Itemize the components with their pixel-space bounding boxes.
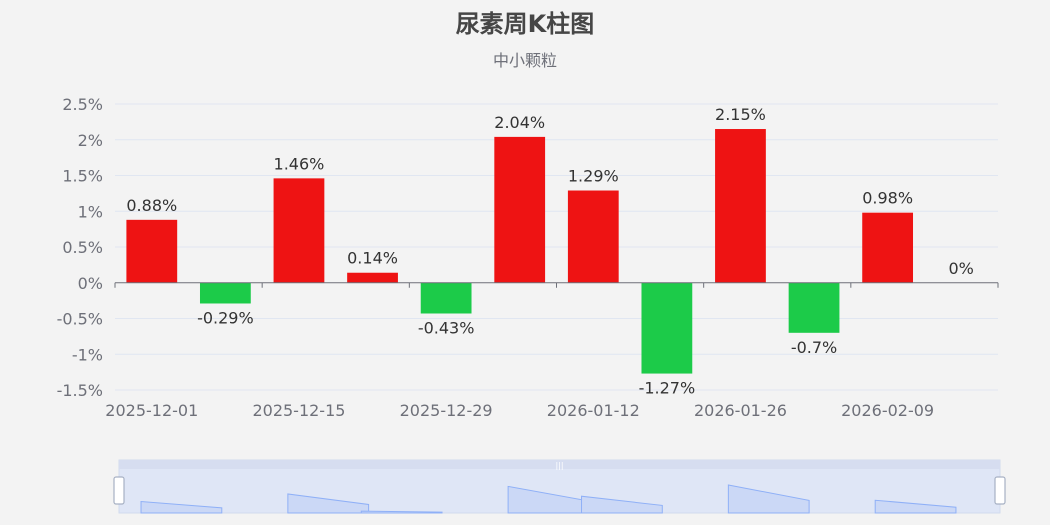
chart-title: 尿素周K柱图	[455, 10, 595, 38]
y-tick-label: 2%	[78, 131, 103, 150]
data-label: 0.88%	[126, 196, 177, 215]
datazoom-left-handle[interactable]	[113, 476, 125, 505]
bar[interactable]	[199, 282, 251, 304]
y-tick-label: 2.5%	[62, 95, 103, 114]
data-label: -0.29%	[197, 308, 254, 327]
bar[interactable]	[273, 178, 325, 283]
datazoom-top-bar[interactable]	[119, 460, 1000, 469]
datazoom-series-shape	[360, 510, 443, 514]
bar[interactable]	[347, 272, 398, 283]
bar[interactable]	[862, 212, 914, 283]
x-tick-label: 2026-01-26	[694, 401, 787, 420]
bar[interactable]	[567, 190, 619, 283]
data-label: 2.15%	[715, 105, 766, 124]
y-tick-label: -1%	[72, 345, 103, 364]
data-label: 0.98%	[862, 189, 913, 208]
datazoom-series-shape	[581, 495, 663, 514]
data-label: 1.46%	[274, 154, 325, 173]
data-label: 0%	[949, 259, 974, 278]
bar[interactable]	[126, 219, 178, 283]
data-label: -0.43%	[418, 318, 475, 337]
y-tick-label: -1.5%	[57, 381, 103, 400]
y-tick-label: 0%	[78, 274, 103, 293]
data-label: 2.04%	[494, 113, 545, 132]
drag-grip-icon[interactable]: |||	[555, 461, 563, 470]
datazoom-series-shape	[287, 493, 370, 514]
bar[interactable]	[494, 136, 546, 283]
x-tick-label: 2026-01-12	[547, 401, 640, 420]
bar[interactable]	[420, 282, 472, 314]
x-tick-label: 2025-12-15	[252, 401, 345, 420]
data-label: 1.29%	[568, 167, 619, 186]
data-label: -1.27%	[639, 379, 696, 398]
bar[interactable]	[788, 282, 840, 333]
x-tick-label: 2025-12-29	[400, 401, 493, 420]
y-tick-label: 1%	[78, 202, 103, 221]
x-tick-label: 2026-02-09	[841, 401, 934, 420]
chart-subtitle: 中小颗粒	[492, 51, 557, 70]
data-label: 0.14%	[347, 249, 398, 268]
bar[interactable]	[641, 282, 693, 374]
y-tick-label: 0.5%	[62, 238, 103, 257]
datazoom-series-shape	[140, 500, 223, 514]
bar[interactable]	[715, 129, 766, 283]
x-tick-label: 2025-12-01	[105, 401, 198, 420]
datazoom-series-shape	[727, 484, 810, 514]
data-label: -0.7%	[791, 338, 837, 357]
y-tick-label: 1.5%	[62, 167, 103, 186]
datazoom-right-handle[interactable]	[994, 476, 1006, 505]
y-tick-label: -0.5%	[57, 310, 103, 329]
datazoom-series-shape	[874, 499, 957, 514]
